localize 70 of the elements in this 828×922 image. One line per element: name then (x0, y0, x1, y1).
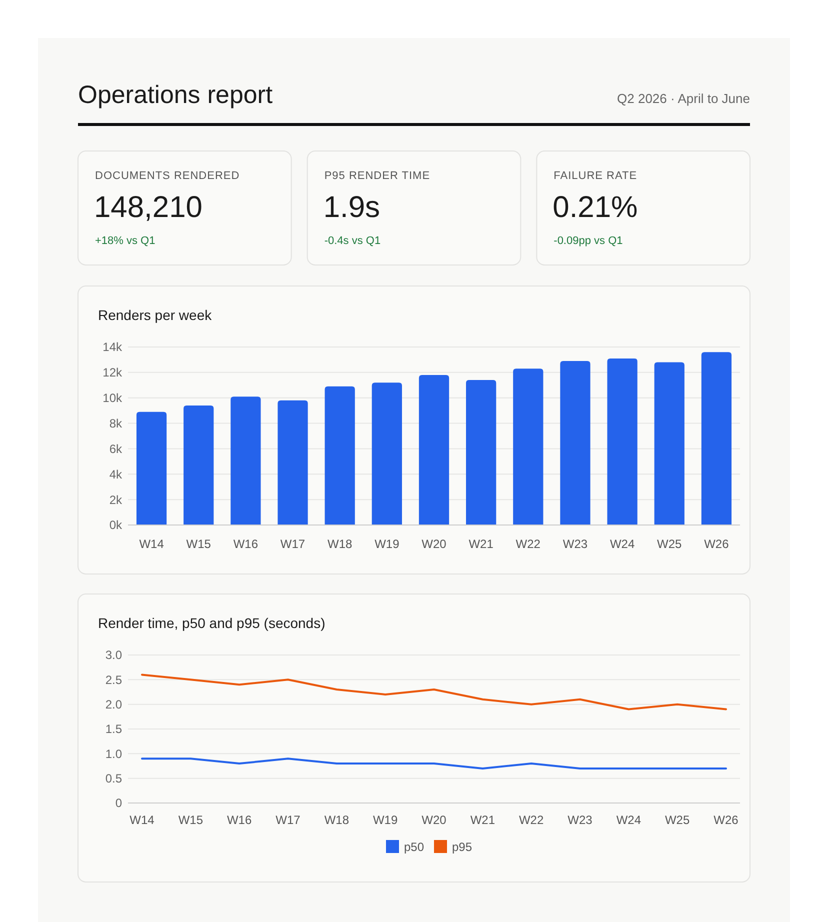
x-tick-label: W22 (518, 813, 544, 827)
legend-label: p95 (452, 840, 472, 854)
bar (701, 352, 732, 525)
text: +18% vs Q1 (95, 235, 156, 247)
x-tick-label: W19 (372, 813, 398, 827)
legend-label: p50 (404, 840, 424, 854)
x-tick-label: W15 (178, 813, 204, 827)
x-tick-label: W24 (610, 537, 635, 551)
x-tick-label: W24 (616, 813, 642, 827)
x-tick-label: W26 (714, 813, 739, 827)
y-tick-label: 1.0 (105, 746, 122, 761)
text: -0.09pp vs Q1 (554, 235, 623, 247)
line-series (141, 674, 727, 710)
x-tick-label: W14 (130, 813, 155, 827)
bar (560, 360, 590, 525)
bar (230, 396, 261, 525)
bar (324, 386, 355, 525)
y-tick-label: 14k (102, 340, 123, 354)
chart-title: Render time, p50 and p95 (seconds) (98, 615, 326, 631)
y-tick-label: 6k (109, 442, 123, 456)
y-tick-label: 10k (102, 391, 123, 406)
x-tick-label: W17 (280, 537, 306, 551)
x-tick-label: W25 (657, 537, 682, 551)
x-tick-label: W15 (186, 537, 212, 551)
x-tick-label: W21 (468, 537, 494, 551)
text: DOCUMENTS RENDERED (95, 170, 240, 182)
y-tick-label: 2.5 (105, 672, 122, 687)
x-tick-label: W25 (664, 813, 690, 827)
chart-title: Renders per week (98, 307, 213, 323)
x-tick-label: W19 (374, 537, 400, 551)
x-tick-label: W17 (276, 813, 301, 827)
bar (418, 374, 450, 525)
y-tick-label: 2.0 (105, 698, 122, 712)
text: Q2 2026 · April to June (617, 91, 750, 106)
y-tick-label: 4k (109, 467, 123, 482)
y-tick-label: 0 (115, 796, 122, 810)
text: 148,210 (94, 191, 202, 224)
x-tick-label: W21 (470, 813, 496, 827)
bar (136, 412, 167, 525)
y-tick-label: 12k (102, 366, 123, 380)
x-tick-label: W18 (324, 813, 350, 827)
bar (607, 358, 638, 525)
x-tick-label: W22 (516, 537, 541, 551)
y-tick-label: 8k (109, 416, 123, 430)
x-tick-label: W16 (233, 537, 258, 551)
text: 0.21% (552, 191, 638, 224)
text: Operations report (78, 81, 273, 109)
x-tick-label: W23 (568, 813, 593, 827)
y-tick-label: 3.0 (105, 648, 122, 662)
text: -0.4s vs Q1 (324, 235, 381, 247)
y-tick-label: 0k (109, 518, 123, 532)
x-tick-label: W18 (328, 537, 352, 551)
x-tick-label: W26 (704, 537, 730, 551)
x-tick-label: W23 (562, 537, 588, 551)
bar (466, 380, 496, 525)
text: FAILURE RATE (554, 170, 638, 182)
x-tick-label: W16 (226, 813, 252, 827)
bar (184, 405, 214, 525)
bar (513, 368, 544, 525)
text: P95 RENDER TIME (324, 170, 430, 182)
bar (372, 382, 402, 525)
bar (278, 400, 308, 525)
x-tick-label: W20 (422, 537, 447, 551)
bar (654, 362, 684, 525)
y-tick-label: 1.5 (105, 722, 122, 736)
y-tick-label: 2k (109, 492, 123, 507)
x-tick-label: W14 (139, 537, 164, 551)
x-tick-label: W20 (422, 813, 447, 827)
y-tick-label: 0.5 (105, 772, 122, 786)
text: 1.9s (323, 191, 380, 224)
